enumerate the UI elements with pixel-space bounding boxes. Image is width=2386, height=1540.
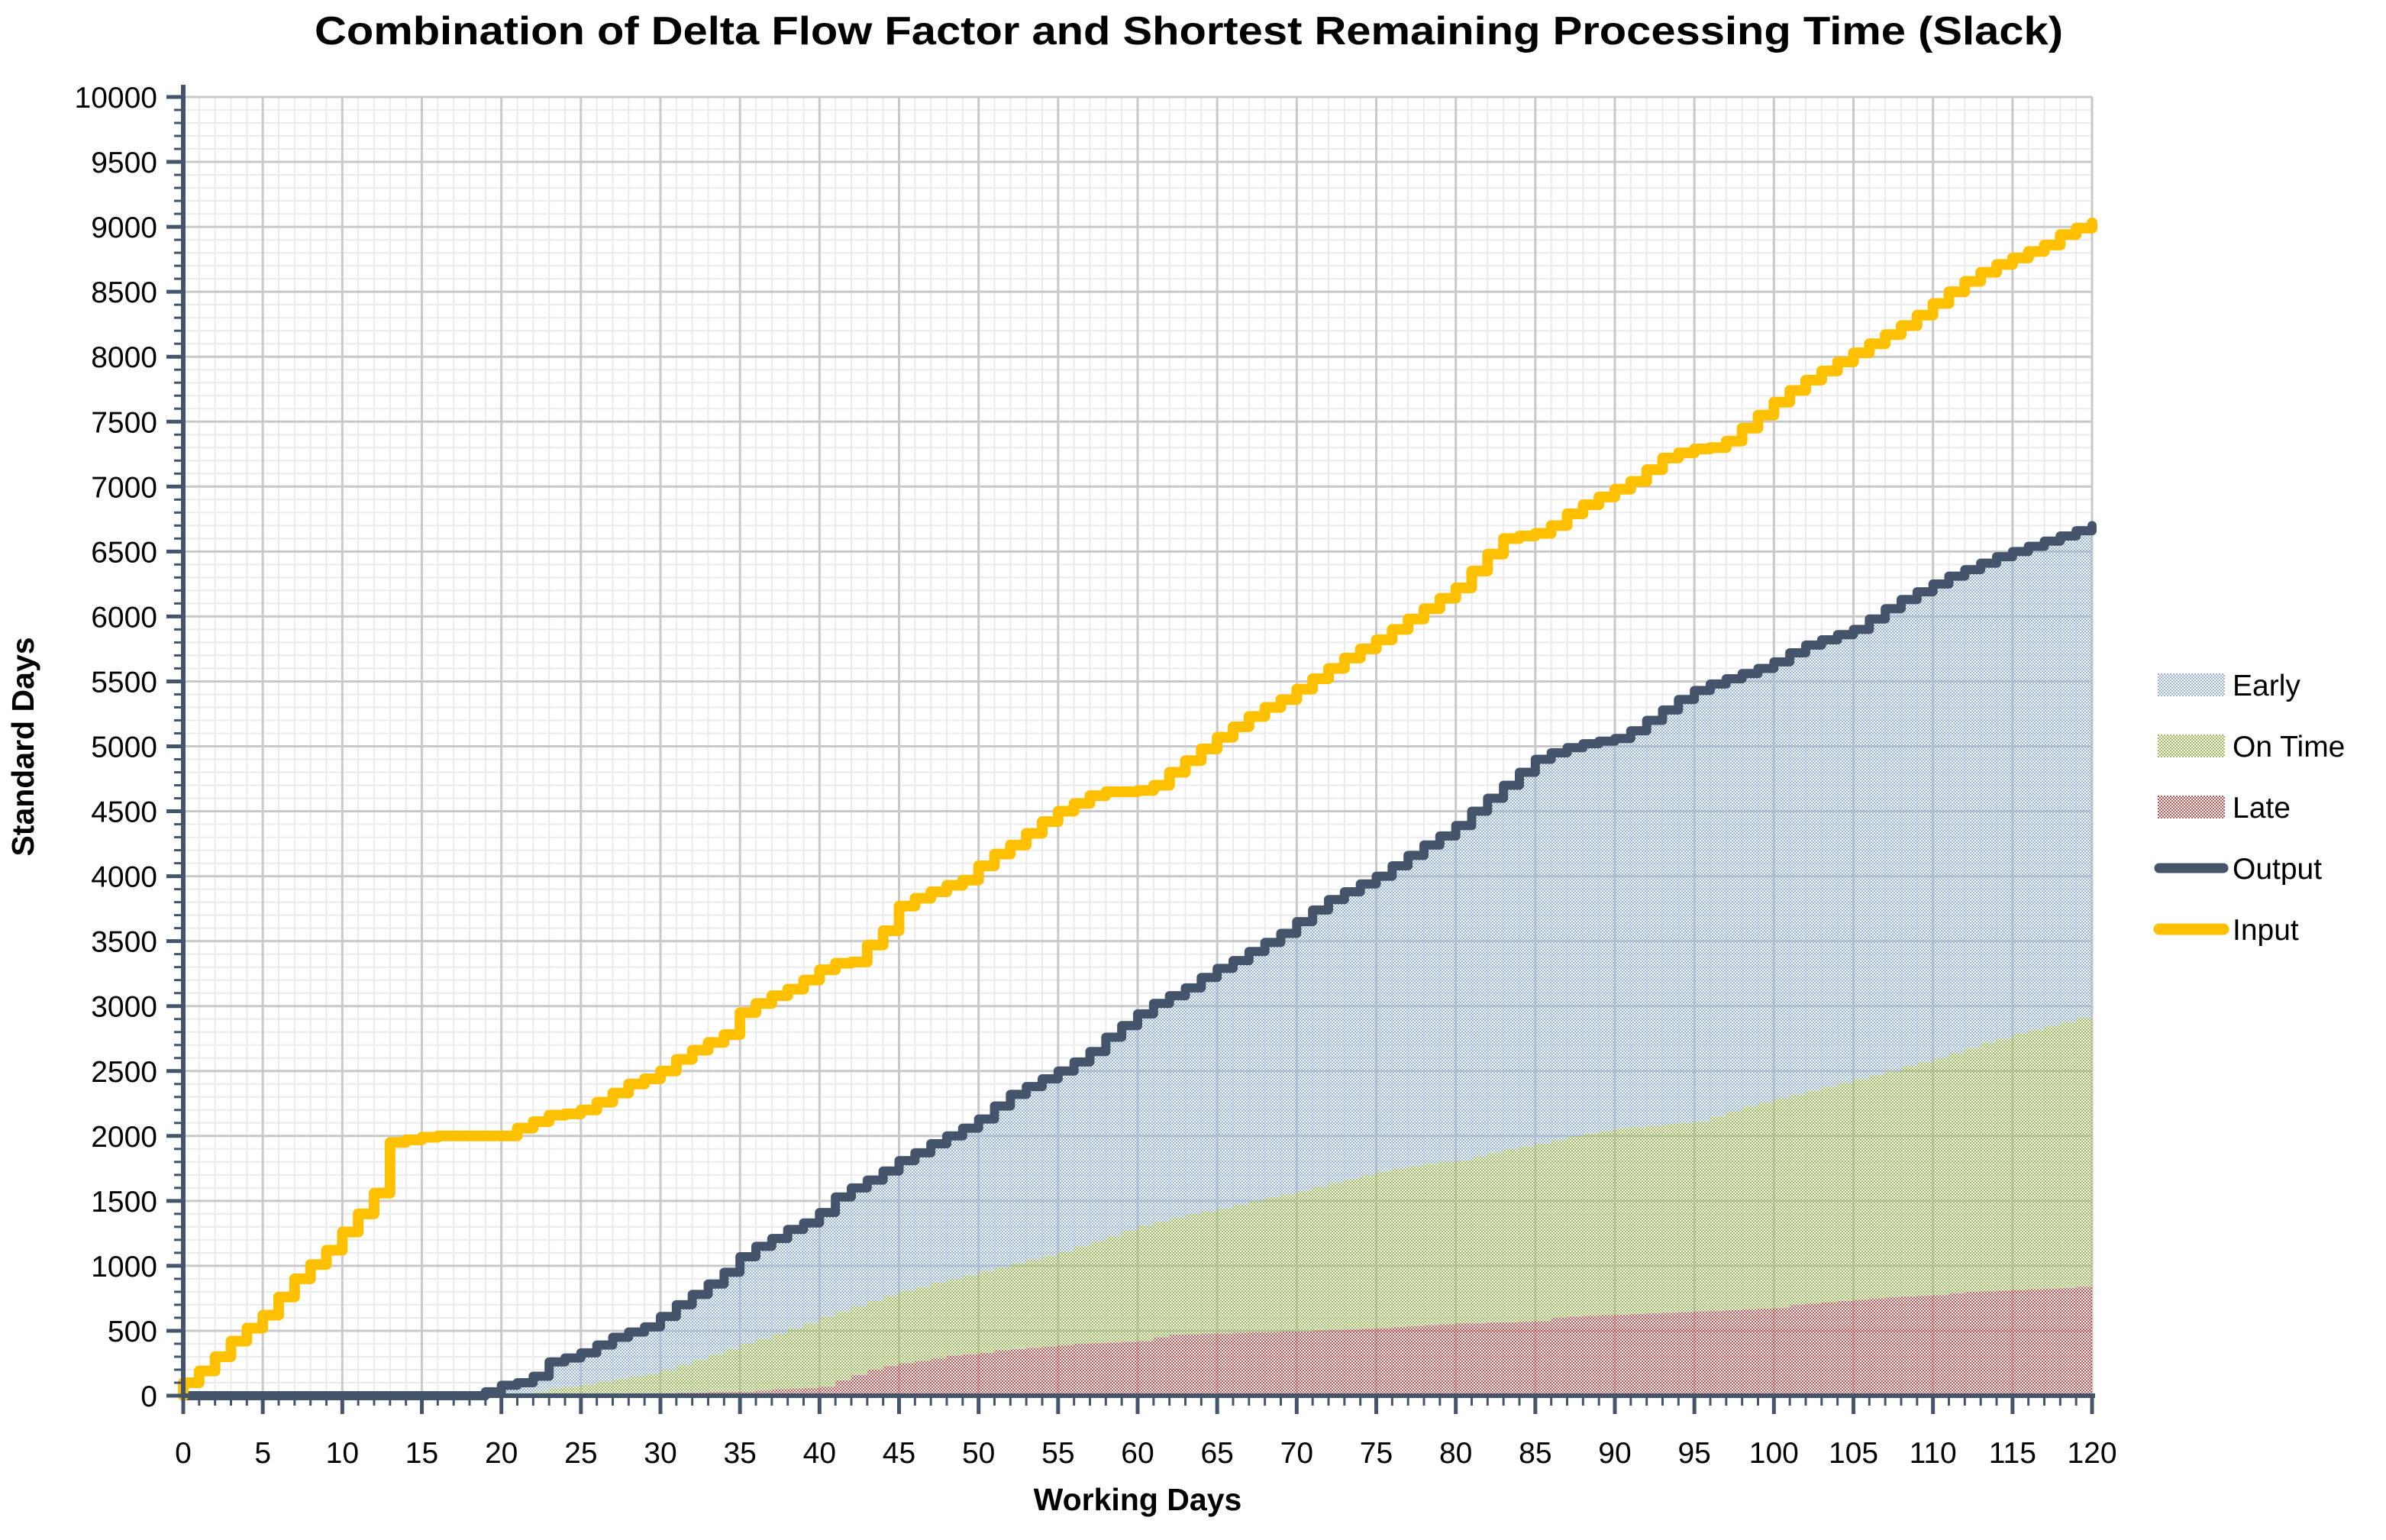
- x-tick-label: 35: [723, 1437, 756, 1470]
- y-tick-label: 8500: [91, 276, 157, 309]
- x-tick-label: 10: [326, 1437, 359, 1470]
- x-tick-label: 60: [1121, 1437, 1154, 1470]
- x-tick-label: 25: [564, 1437, 597, 1470]
- y-tick-label: 7500: [91, 406, 157, 439]
- y-tick-label: 2500: [91, 1056, 157, 1089]
- legend: Early On Time Late Output Input: [2153, 670, 2345, 947]
- y-tick-label: 500: [108, 1316, 157, 1348]
- x-tick-label: 50: [962, 1437, 995, 1470]
- input-line: [178, 217, 2097, 1401]
- x-tick-label: 0: [175, 1437, 192, 1470]
- x-tick-label: 75: [1360, 1437, 1393, 1470]
- series-lines: [178, 217, 2097, 1401]
- y-tick-label: 1500: [91, 1186, 157, 1219]
- x-tick-label: 85: [1519, 1437, 1551, 1470]
- y-tick-label: 3500: [91, 926, 157, 959]
- x-tick-label: 20: [485, 1437, 518, 1470]
- x-tick-label: 15: [405, 1437, 438, 1470]
- y-tick-label: 9000: [91, 211, 157, 244]
- legend-swatch-late: [2158, 796, 2225, 818]
- y-tick-label: 4000: [91, 861, 157, 894]
- y-tick-label: 5000: [91, 731, 157, 764]
- x-tick-label: 105: [1829, 1437, 1878, 1470]
- x-tick-label: 55: [1041, 1437, 1074, 1470]
- x-tick-label: 100: [1749, 1437, 1799, 1470]
- x-tick-label: 90: [1598, 1437, 1631, 1470]
- y-tick-label: 6500: [91, 536, 157, 569]
- chart-title: Combination of Delta Flow Factor and Sho…: [315, 9, 2063, 53]
- y-tick-label: 10000: [75, 82, 157, 115]
- x-tick-label: 40: [803, 1437, 836, 1470]
- y-tick-label: 1000: [91, 1251, 157, 1283]
- x-tick-label: 30: [644, 1437, 676, 1470]
- y-tick-label: 7000: [91, 471, 157, 504]
- late-area: [183, 1285, 2092, 1396]
- y-tick-label: 4500: [91, 796, 157, 829]
- legend-label-late: Late: [2233, 792, 2291, 825]
- output-line: [179, 521, 2097, 1400]
- y-tick-label: 2000: [91, 1121, 157, 1154]
- x-tick-label: 120: [2067, 1437, 2116, 1470]
- legend-swatch-early: [2158, 673, 2225, 696]
- tick-labels: 0500100015002000250030003500400045005000…: [75, 82, 2117, 1470]
- legend-label-on-time: On Time: [2233, 731, 2345, 764]
- y-tick-label: 0: [140, 1380, 157, 1413]
- legend-swatch-on-time: [2158, 734, 2225, 757]
- y-tick-label: 5500: [91, 666, 157, 699]
- legend-label-output: Output: [2233, 853, 2322, 886]
- tick-marks: [166, 95, 2094, 1414]
- y-tick-label: 9500: [91, 147, 157, 179]
- x-tick-label: 70: [1280, 1437, 1313, 1470]
- on-time-area: [183, 1012, 2092, 1396]
- y-tick-label: 8000: [91, 341, 157, 374]
- x-tick-label: 80: [1439, 1437, 1472, 1470]
- x-tick-label: 95: [1677, 1437, 1710, 1470]
- x-tick-label: 110: [1910, 1437, 1957, 1470]
- x-axis-title: Working Days: [1034, 1482, 1242, 1517]
- x-tick-label: 115: [1989, 1437, 2036, 1470]
- x-tick-label: 5: [254, 1437, 271, 1470]
- y-tick-label: 3000: [91, 991, 157, 1024]
- legend-label-early: Early: [2233, 670, 2300, 702]
- y-axis-title: Standard Days: [5, 637, 40, 856]
- x-tick-label: 45: [883, 1437, 915, 1470]
- legend-label-input: Input: [2233, 914, 2299, 947]
- y-tick-label: 6000: [91, 601, 157, 634]
- x-tick-label: 65: [1200, 1437, 1233, 1470]
